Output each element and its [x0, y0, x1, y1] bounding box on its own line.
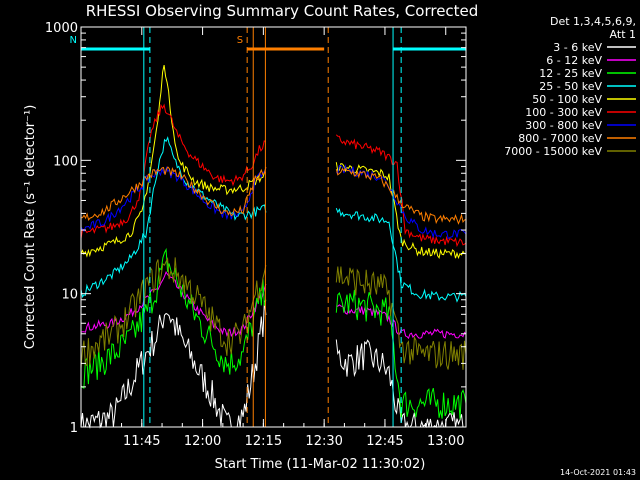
legend-header-attenuator: Att 1: [610, 28, 636, 41]
plot-frame: [80, 26, 467, 428]
legend-label-8: 7000 - 15000 keV: [504, 145, 602, 158]
x-axis-label: Start Time (11-Mar-02 11:30:02): [215, 457, 426, 472]
flag-label-0: N: [70, 35, 77, 46]
series-line-8: [80, 256, 467, 370]
y-tick-label-3: 1000: [45, 21, 78, 36]
series-line-4: [80, 64, 467, 260]
series-line-5: [80, 103, 467, 248]
x-tick-label-3: 12:30: [305, 434, 342, 449]
y-axis: 1 10 100 1000: [45, 21, 466, 436]
series-line-2: [80, 247, 467, 420]
y-tick-label-0: 1: [70, 421, 78, 436]
y-tick-label-2: 100: [53, 154, 78, 169]
y-axis-label: Corrected Count Rate (s⁻¹ detector⁻¹): [23, 105, 38, 350]
legend-label-5: 100 - 300 keV: [525, 106, 602, 119]
series-line-7: [80, 166, 467, 225]
x-tick-label-5: 13:00: [427, 434, 464, 449]
series-line-3: [80, 136, 467, 303]
x-tick-label-1: 12:00: [184, 434, 221, 449]
x-tick-label-2: 12:15: [245, 434, 282, 449]
legend-label-1: 6 - 12 keV: [546, 54, 602, 67]
legend-header-detectors: Det 1,3,4,5,6,9,: [550, 15, 636, 28]
x-tick-label-4: 12:45: [366, 434, 403, 449]
flag-label-1: S: [237, 35, 243, 46]
legend-label-3: 25 - 50 keV: [539, 80, 602, 93]
legend-label-6: 300 - 800 keV: [525, 119, 602, 132]
legend-label-2: 12 - 25 keV: [539, 67, 602, 80]
x-tick-label-0: 11:45: [123, 434, 160, 449]
x-axis: 11:45 12:00 12:15 12:30 12:45 13:00: [80, 27, 467, 449]
chart-title: RHESSI Observing Summary Count Rates, Co…: [86, 2, 479, 20]
timestamp: 14-Oct-2021 01:43: [560, 468, 636, 477]
legend-label-7: 800 - 7000 keV: [518, 132, 602, 145]
y-tick-label-1: 10: [61, 288, 78, 303]
legend-label-4: 50 - 100 keV: [532, 93, 602, 106]
legend-label-0: 3 - 6 keV: [553, 41, 602, 54]
